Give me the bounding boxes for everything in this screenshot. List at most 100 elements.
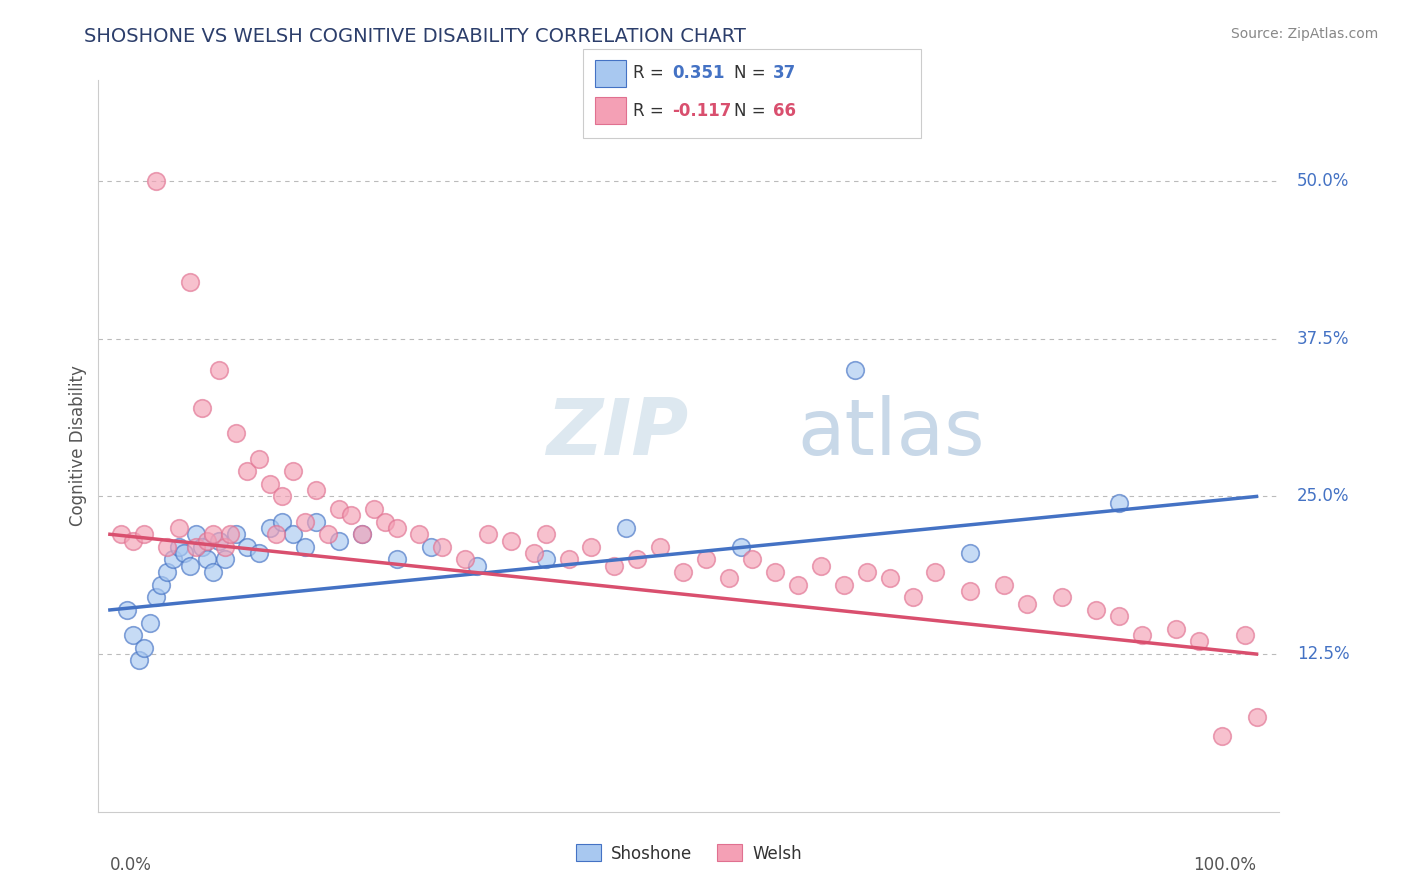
Point	[1166, 622, 1188, 636]
Point	[385, 521, 408, 535]
Point	[352, 527, 374, 541]
Text: -0.117: -0.117	[672, 102, 731, 120]
Point	[225, 426, 247, 441]
Point	[208, 533, 231, 548]
Point	[1017, 597, 1039, 611]
Point	[534, 552, 557, 566]
Point	[879, 571, 901, 585]
Point	[855, 565, 877, 579]
Point	[208, 363, 231, 377]
Point	[363, 502, 385, 516]
Text: N =: N =	[734, 64, 770, 82]
Text: atlas: atlas	[797, 395, 986, 471]
Point	[385, 552, 408, 566]
Point	[121, 628, 143, 642]
Point	[236, 464, 259, 478]
Point	[156, 540, 179, 554]
Point	[1234, 628, 1257, 642]
Point	[259, 521, 281, 535]
Point	[219, 527, 242, 541]
Point	[420, 540, 443, 554]
Point	[1246, 710, 1268, 724]
Text: 0.351: 0.351	[672, 64, 724, 82]
Point	[270, 515, 292, 529]
Point	[184, 540, 207, 554]
Point	[202, 527, 225, 541]
Point	[214, 552, 236, 566]
Point	[150, 578, 173, 592]
Point	[352, 527, 374, 541]
Point	[339, 508, 361, 523]
Point	[283, 527, 305, 541]
Point	[1130, 628, 1153, 642]
Point	[328, 533, 350, 548]
Point	[270, 490, 292, 504]
Y-axis label: Cognitive Disability: Cognitive Disability	[69, 366, 87, 526]
Point	[179, 275, 201, 289]
Text: 37.5%: 37.5%	[1296, 330, 1350, 348]
Point	[145, 174, 167, 188]
Point	[650, 540, 672, 554]
Point	[128, 653, 150, 667]
Point	[1211, 729, 1233, 743]
Point	[328, 502, 350, 516]
Point	[763, 565, 786, 579]
Point	[1188, 634, 1211, 648]
Point	[134, 527, 156, 541]
Point	[195, 552, 218, 566]
Point	[225, 527, 247, 541]
Point	[167, 521, 190, 535]
Legend: Shoshone, Welsh: Shoshone, Welsh	[569, 838, 808, 869]
Point	[283, 464, 305, 478]
Text: 12.5%: 12.5%	[1296, 645, 1350, 663]
Point	[959, 584, 981, 599]
Point	[179, 558, 201, 573]
Text: 100.0%: 100.0%	[1194, 855, 1257, 874]
Point	[121, 533, 143, 548]
Point	[195, 533, 218, 548]
Point	[202, 565, 225, 579]
Point	[844, 363, 866, 377]
Point	[523, 546, 546, 560]
Point	[110, 527, 132, 541]
Point	[786, 578, 808, 592]
Point	[134, 640, 156, 655]
Point	[901, 591, 924, 605]
Text: 0.0%: 0.0%	[110, 855, 152, 874]
Point	[718, 571, 741, 585]
Point	[924, 565, 946, 579]
Text: SHOSHONE VS WELSH COGNITIVE DISABILITY CORRELATION CHART: SHOSHONE VS WELSH COGNITIVE DISABILITY C…	[84, 27, 747, 45]
Point	[408, 527, 430, 541]
Point	[534, 527, 557, 541]
Text: 50.0%: 50.0%	[1296, 172, 1348, 190]
Point	[993, 578, 1015, 592]
Point	[1050, 591, 1073, 605]
Point	[294, 515, 316, 529]
Point	[626, 552, 648, 566]
Point	[294, 540, 316, 554]
Point	[581, 540, 603, 554]
Point	[259, 476, 281, 491]
Point	[832, 578, 855, 592]
Text: 37: 37	[773, 64, 797, 82]
Point	[695, 552, 717, 566]
Point	[810, 558, 832, 573]
Point	[465, 558, 488, 573]
Point	[501, 533, 523, 548]
Point	[190, 540, 212, 554]
Point	[236, 540, 259, 554]
Point	[162, 552, 184, 566]
Text: 66: 66	[773, 102, 796, 120]
Point	[184, 527, 207, 541]
Point	[1108, 609, 1130, 624]
Point	[316, 527, 339, 541]
Point	[156, 565, 179, 579]
Point	[264, 527, 287, 541]
Point	[305, 515, 328, 529]
Point	[730, 540, 752, 554]
Text: ZIP: ZIP	[546, 395, 688, 471]
Point	[672, 565, 695, 579]
Point	[139, 615, 162, 630]
Point	[247, 546, 270, 560]
Point	[432, 540, 454, 554]
